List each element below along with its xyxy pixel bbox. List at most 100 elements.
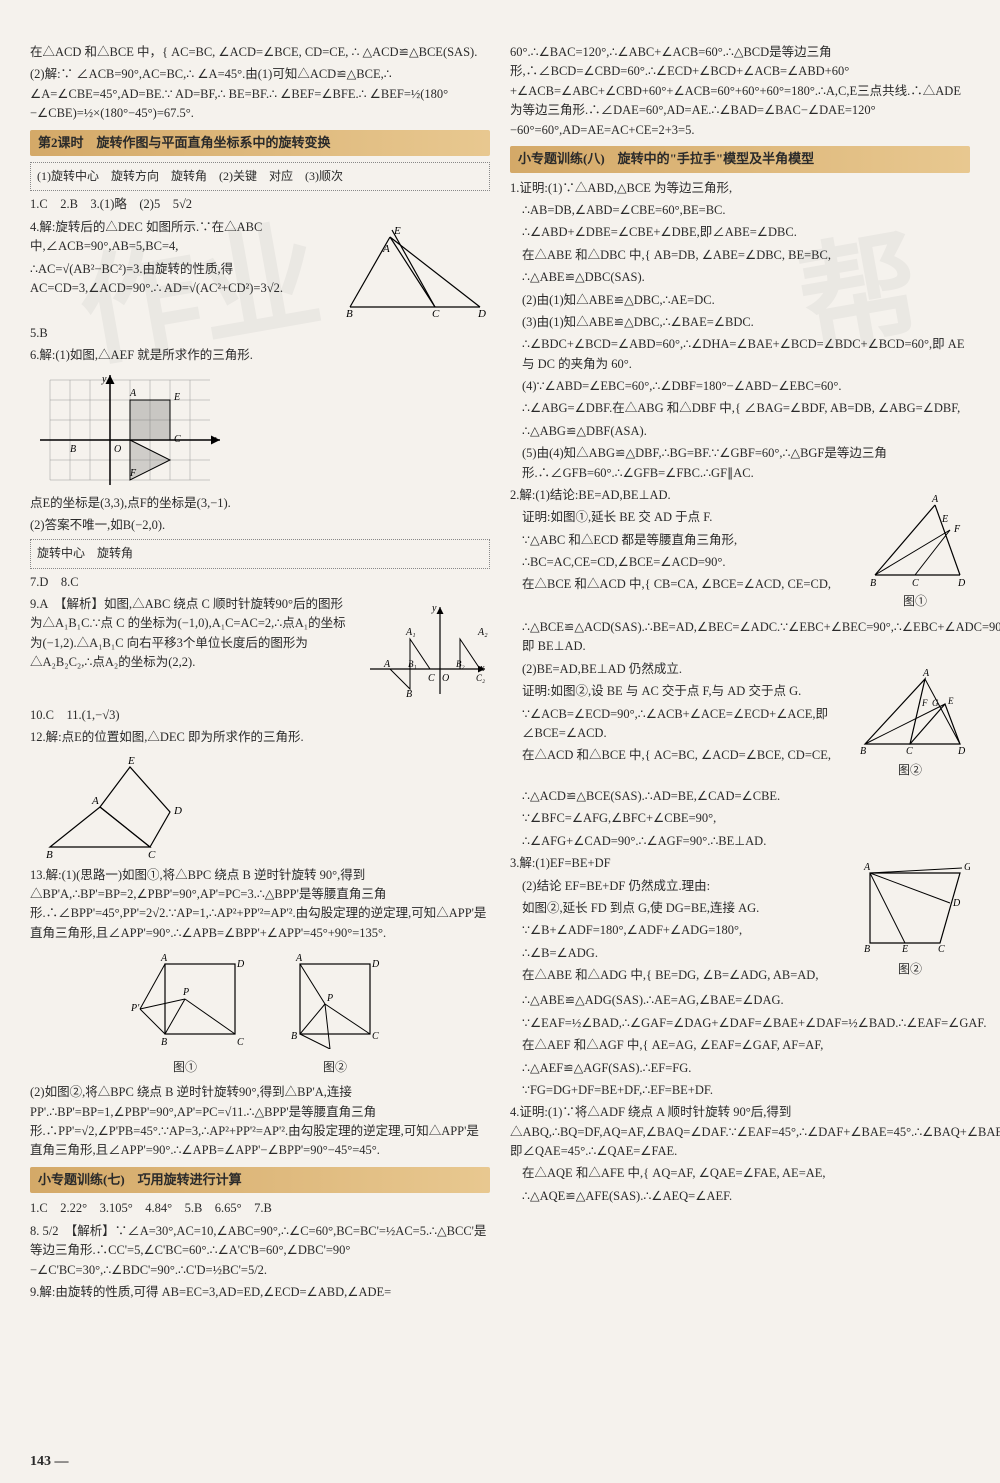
svg-text:B: B	[860, 746, 866, 757]
svg-text:B: B	[70, 444, 76, 455]
svg-text:E: E	[393, 225, 401, 237]
svg-text:C: C	[148, 849, 156, 861]
svg-text:P: P	[182, 987, 189, 998]
s7-q9: 9.解:由旋转的性质,可得 AB=EC=3,AD=ED,∠ECD=∠ABD,∠A…	[30, 1283, 490, 1302]
svg-text:A: A	[382, 243, 390, 255]
svg-text:C: C	[912, 578, 919, 589]
s8-q1f: (2)由(1)知△ABE≌△DBC,∴AE=DC.	[510, 291, 970, 310]
svg-text:A: A	[863, 862, 871, 873]
fig2-label: 图②	[275, 1058, 395, 1077]
svg-text:P: P	[326, 993, 333, 1004]
s8-q2f: ∴△BCE≌△ACD(SAS).∴BE=AD,∠BEC=∠ADC.∵∠EBC+∠…	[510, 618, 970, 657]
s8-q2m: ∴∠AFG+∠CAD=90°.∴∠AGF=90°.∴BE⊥AD.	[510, 832, 970, 851]
svg-text:D: D	[952, 898, 961, 909]
s8-q1e: ∴△ABE≌△DBC(SAS).	[510, 268, 970, 287]
s8-q1b: ∴AB=DB,∠ABD=∠CBE=60°,BE=BC.	[510, 201, 970, 220]
q9-diagram: A₁ A₂ A B₁ C O B₂ C₂ x y B	[360, 599, 490, 699]
s8-q4b: 在△AQE 和△AFE 中,{ AQ=AF, ∠QAE=∠FAE, AE=AE,	[510, 1164, 970, 1183]
page-number-value: 143	[30, 1454, 51, 1469]
svg-text:A₂: A₂	[477, 627, 488, 638]
svg-text:B: B	[864, 944, 870, 955]
svg-text:B: B	[346, 308, 353, 317]
q5: 5.B	[30, 324, 490, 343]
svg-text:P': P'	[130, 1003, 140, 1014]
q3-fig-label: 图②	[850, 960, 970, 979]
svg-text:E: E	[173, 392, 180, 403]
s8-q4a: 4.证明:(1)∵将△ADF 绕点 A 顺时针旋转 90°后,得到△ABQ,∴B…	[510, 1103, 970, 1161]
q13-fig2: A D B C P P' 图②	[275, 949, 395, 1077]
s8-q1c: ∴∠ABD+∠DBE=∠CBE+∠DBE,即∠ABE=∠DBC.	[510, 223, 970, 242]
svg-text:C₂: C₂	[476, 673, 485, 683]
q6: 6.解:(1)如图,△AEF 就是所求作的三角形.	[30, 346, 490, 365]
svg-text:D: D	[236, 959, 245, 970]
svg-text:A: A	[383, 659, 391, 670]
q12: 12.解:点E的位置如图,△DEC 即为所求作的三角形.	[30, 728, 490, 747]
svg-text:A₁: A₁	[405, 627, 416, 638]
svg-text:A: A	[931, 494, 939, 505]
s8-q4c: ∴△AQE≌△AFE(SAS).∴∠AEQ=∠AEF.	[510, 1187, 970, 1206]
svg-text:A: A	[295, 953, 303, 964]
q1-3: 1.C 2.B 3.(1)略 (2)5 5√2	[30, 195, 490, 214]
svg-text:x: x	[479, 663, 485, 674]
s7-q8: 8. 5/2 【解析】∵∠A=30°,AC=10,∠ABC=90°,∴∠C=60…	[30, 1222, 490, 1280]
svg-text:O: O	[114, 444, 121, 455]
section7-header: 小专题训练(七) 巧用旋转进行计算	[30, 1167, 490, 1194]
s8-q1a: 1.证明:(1)∵△ABD,△BCE 为等边三角形,	[510, 179, 970, 198]
svg-text:C: C	[237, 1037, 244, 1048]
q13-figures: A D B C P P' 图① A D	[30, 949, 490, 1077]
q6f: (2)答案不唯一,如B(−2,0).	[30, 516, 490, 535]
s8-q3g: ∴△ABE≌△ADG(SAS).∴AE=AG,∠BAE=∠DAG.	[510, 991, 970, 1010]
svg-text:G: G	[964, 862, 970, 873]
svg-text:F: F	[953, 524, 961, 535]
svg-text:B: B	[161, 1037, 167, 1048]
opening-line2: (2)解:∵ ∠ACB=90°,AC=BC,∴ ∠A=45°.由(1)可知△AC…	[30, 65, 490, 123]
section2-dotted1: (1)旋转中心 旋转方向 旋转角 (2)关键 对应 (3)顺次	[30, 162, 490, 191]
q2-block2: A B C D E F G 图② (2)BE=AD,BE⊥AD 仍然成立. 证明…	[510, 660, 970, 766]
svg-text:C: C	[428, 673, 435, 684]
q2-fig2-label: 图②	[850, 761, 970, 780]
s8-q1h: ∴∠BDC+∠BCD=∠ABD=60°,∴∠DHA=∠BAE+∠BCD=∠BDC…	[510, 335, 970, 374]
s8-q3j: ∴△AEF≌△AGF(SAS).∴EF=FG.	[510, 1059, 970, 1078]
q2-fig2: A B C D E F G 图②	[850, 664, 970, 780]
svg-text:E: E	[901, 944, 908, 955]
svg-text:A: A	[129, 388, 137, 399]
svg-text:B₁: B₁	[408, 659, 417, 669]
svg-text:A: A	[91, 795, 99, 807]
svg-text:D: D	[173, 805, 182, 817]
q6e: 点E的坐标是(3,3),点F的坐标是(3,−1).	[30, 494, 490, 513]
q10-11: 10.C 11.(1,−√3)	[30, 706, 490, 725]
s8-q2l: ∵∠BFC=∠AFG,∠BFC+∠CBE=90°,	[510, 809, 970, 828]
two-column-layout: 在△ACD 和△BCE 中，{ AC=BC, ∠ACD=∠BCE, CD=CE,…	[30, 40, 970, 1305]
svg-text:C: C	[174, 434, 181, 445]
s8-q3h: ∵∠EAF=½∠BAD,∴∠GAF=∠DAG+∠DAF=∠BAE+∠DAF=½∠…	[510, 1014, 970, 1033]
svg-text:E: E	[127, 755, 135, 767]
svg-text:F: F	[129, 468, 137, 479]
q7-8: 7.D 8.C	[30, 573, 490, 592]
svg-text:x: x	[211, 434, 217, 445]
s8-q1j: ∴∠ABG=∠DBF.在△ABG 和△DBF 中,{ ∠BAG=∠BDF, AB…	[510, 399, 970, 418]
svg-text:C: C	[906, 746, 913, 757]
svg-text:C: C	[938, 944, 945, 955]
left-column: 在△ACD 和△BCE 中，{ AC=BC, ∠ACD=∠BCE, CD=CE,…	[30, 40, 490, 1305]
opening-line1: 在△ACD 和△BCE 中，{ AC=BC, ∠ACD=∠BCE, CD=CE,…	[30, 43, 490, 62]
q12-diagram: B A C E D	[30, 752, 490, 862]
q6-grid-diagram: B O x y A E F C	[30, 370, 490, 490]
q13b: (2)如图②,将△BPC 绕点 B 逆时针旋转90°,得到△BP'A,连接 PP…	[30, 1083, 490, 1161]
s8-q3k: ∵FG=DG+DF=BE+DF,∴EF=BE+DF.	[510, 1081, 970, 1100]
svg-text:O: O	[442, 673, 449, 684]
s8-q1l: (5)由(4)知△ABG≌△DBF,∴BG=BF.∵∠GBF=60°,∴△BGF…	[510, 444, 970, 483]
svg-text:E: E	[941, 514, 948, 525]
q13-fig1: A D B C P P' 图①	[125, 949, 245, 1077]
svg-text:B: B	[406, 689, 412, 699]
svg-text:y: y	[431, 603, 437, 614]
s8-q1d: 在△ABE 和△DBC 中,{ AB=DB, ∠ABE=∠DBC, BE=BC,	[510, 246, 970, 265]
svg-text:B: B	[291, 1031, 297, 1042]
s8-q3i: 在△AEF 和△AGF 中,{ AE=AG, ∠EAF=∠GAF, AF=AF,	[510, 1036, 970, 1055]
section2-dotted2: 旋转中心 旋转角	[30, 539, 490, 568]
svg-text:C: C	[432, 308, 440, 317]
svg-text:B₂: B₂	[456, 659, 465, 669]
q2-fig1-label: 图①	[860, 592, 970, 611]
q2-fig1: A B C D E F 图①	[860, 490, 970, 611]
svg-text:D: D	[477, 308, 486, 317]
right-column: 60°.∴∠BAC=120°,∴∠ABC+∠ACB=60°.∴△BCD是等边三角…	[510, 40, 970, 1305]
